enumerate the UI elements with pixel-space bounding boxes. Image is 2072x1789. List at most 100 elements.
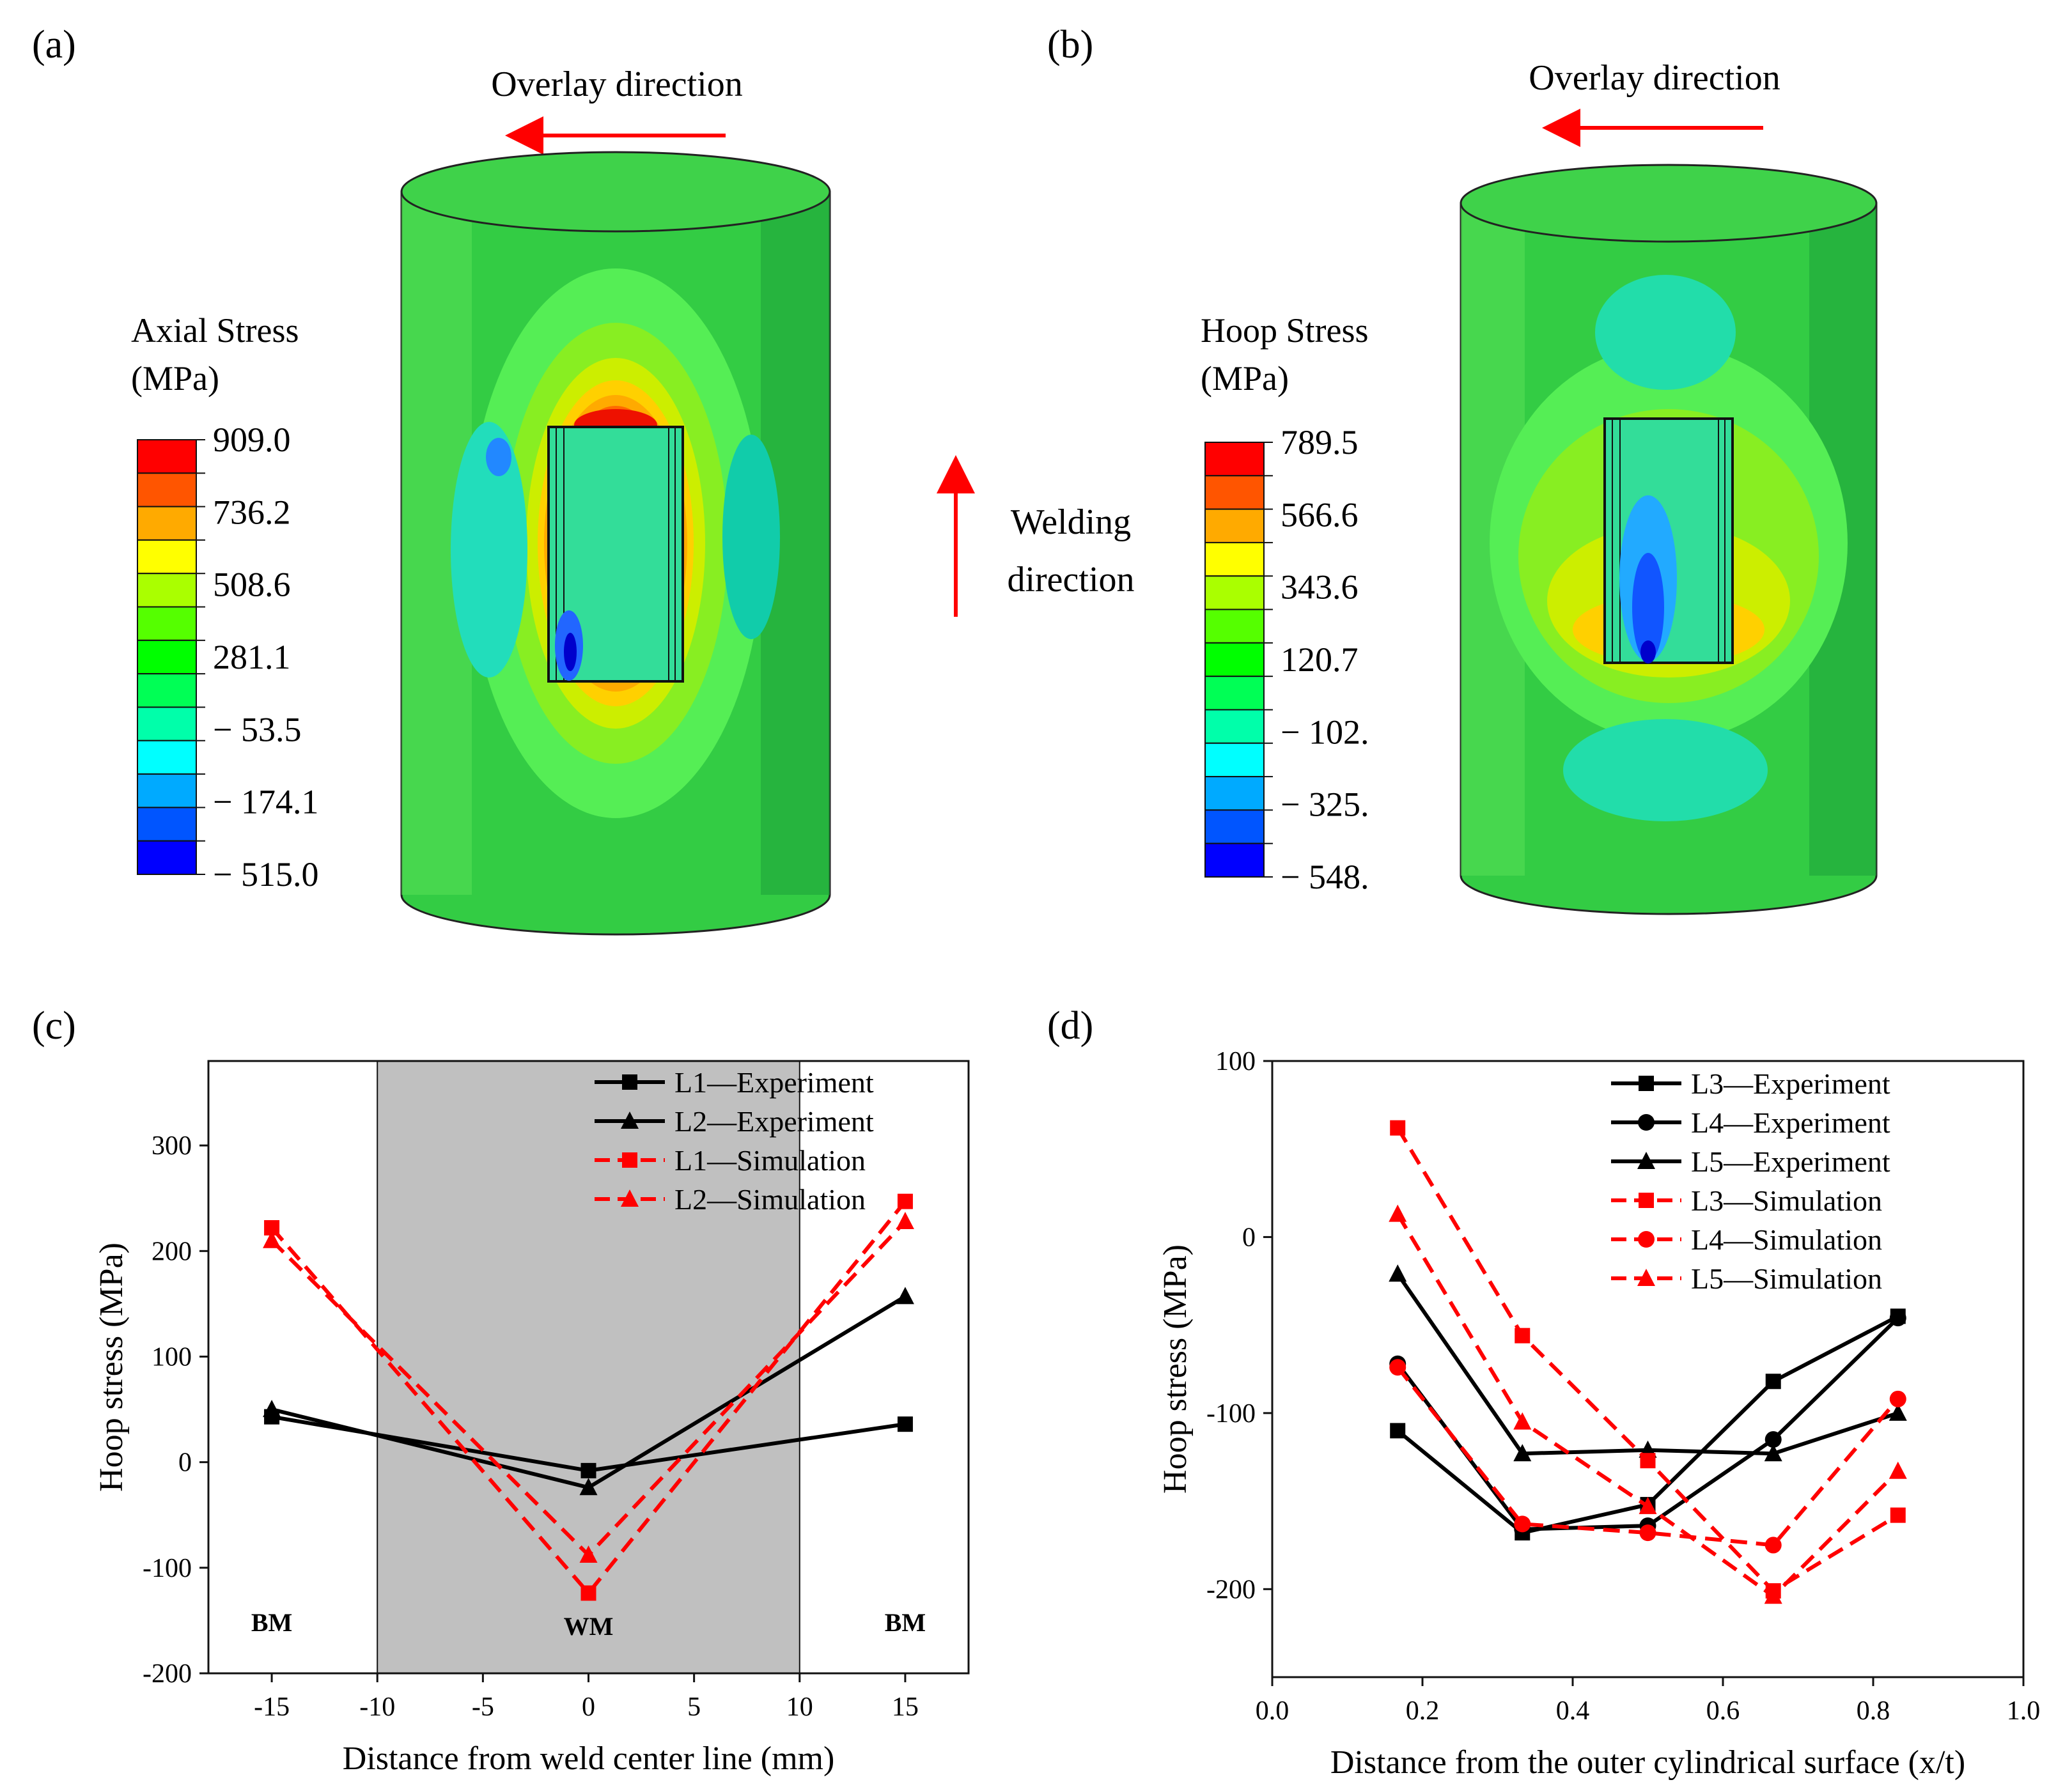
legend-b-color-band-8 xyxy=(1204,709,1265,744)
chart-d-xtick-label-4: 0.8 xyxy=(1857,1696,1890,1726)
chart-d-point-4-4 xyxy=(1889,1390,1906,1407)
legend-a-color-band-0 xyxy=(137,439,197,474)
legend-b-legend-value-1: 566.6 xyxy=(1281,495,1359,534)
chart-d-legend-label-5: L5—Simulation xyxy=(1691,1262,1882,1295)
chart-d-point-1-3 xyxy=(1764,1431,1782,1448)
panel-a: (a) Overlay direction Axial Stress (MPa)… xyxy=(32,23,1135,936)
chart-d: 0.0 0.2 0.4 0.6 0.8 1.0 -200 -100 0 100 Distance f… xyxy=(1157,1047,2040,1781)
panel-d-label: (d) xyxy=(1047,1004,1093,1048)
legend-title-a-line1: Axial Stress xyxy=(131,311,299,350)
chart-c-legend-marker-0 xyxy=(622,1074,637,1090)
chart-d-series-line-2 xyxy=(1396,1273,1899,1456)
panel-b: (b) Overlay direction Hoop Stress (MPa) … xyxy=(1047,23,1878,915)
panel-c: (c) -15 -10 -5 0 5 10 15 -200 -100 0 100 200 300 Dist… xyxy=(32,1004,970,1777)
chart-d-xtick-label-1: 0.2 xyxy=(1406,1696,1440,1726)
chart-c-legend-marker-2 xyxy=(622,1152,637,1168)
contour-legend-b: 789.5 566.6 343.6 120.7 − 102. − 325. − 548. xyxy=(1204,423,1369,896)
legend-a-color-band-1 xyxy=(137,472,197,507)
legend-b-color-band-10 xyxy=(1204,776,1265,811)
chart-d-xtick-label-5: 1.0 xyxy=(2007,1696,2041,1726)
legend-a-legend-value-0: 909.0 xyxy=(213,421,291,459)
chart-d-yaxis-title: Hoop stress (MPa) xyxy=(1157,1244,1194,1494)
legend-a-color-band-12 xyxy=(137,840,197,875)
chart-d-point-2-4 xyxy=(1889,1403,1907,1421)
chart-c-point-3-0 xyxy=(263,1230,281,1248)
chart-d-plot-frame xyxy=(1271,1060,2025,1678)
chart-c-ytick-label-5: 300 xyxy=(152,1131,192,1161)
legend-a-color-band-6 xyxy=(137,639,197,675)
chart-c-point-1-0 xyxy=(263,1400,281,1418)
chart-c-legend-marker-1 xyxy=(621,1111,639,1129)
legend-b-color-band-5 xyxy=(1204,608,1265,644)
legend-b-color-band-7 xyxy=(1204,676,1265,711)
chart-d-point-4-0 xyxy=(1389,1359,1406,1376)
chart-d-point-0-0 xyxy=(1390,1423,1406,1439)
chart-c-point-3-2 xyxy=(896,1212,914,1230)
stress-cylinder-b xyxy=(1460,164,1878,915)
legend-a-color-band-5 xyxy=(137,606,197,641)
legend-b-legend-value-2: 343.6 xyxy=(1281,568,1359,607)
chart-d-point-5-3 xyxy=(1764,1586,1782,1604)
chart-d-legend-marker-3 xyxy=(1639,1193,1654,1208)
legend-title-a-line2: (MPa) xyxy=(131,359,219,398)
chart-c: -15 -10 -5 0 5 10 15 -200 -100 0 100 200 300 Distance… xyxy=(93,1060,970,1777)
legend-b-color-band-11 xyxy=(1204,809,1265,844)
chart-d-xaxis-title: Distance from the outer cylindrical surf… xyxy=(1330,1744,1965,1781)
legend-title-b-line1: Hoop Stress xyxy=(1201,311,1369,350)
chart-d-ytick-label-2: 0 xyxy=(1242,1223,1256,1252)
chart-c-point-1-1 xyxy=(579,1478,598,1496)
chart-c-yaxis-title: Hoop stress (MPa) xyxy=(93,1243,130,1492)
legend-a-color-band-11 xyxy=(137,807,197,842)
chart-d-point-0-3 xyxy=(1765,1374,1781,1390)
chart-d-point-5-1 xyxy=(1513,1412,1532,1430)
chart-c-point-0-2 xyxy=(897,1416,913,1432)
chart-d-legend-label-0: L3—Experiment xyxy=(1691,1067,1890,1100)
chart-c-xtick-label-0: -15 xyxy=(254,1692,290,1722)
legend-a-color-band-2 xyxy=(137,506,197,541)
legend-a-color-band-8 xyxy=(137,706,197,741)
chart-c-point-3-1 xyxy=(579,1545,598,1563)
chart-d-xtick-label-2: 0.4 xyxy=(1556,1696,1590,1726)
chart-c-ytick-label-2: 0 xyxy=(178,1448,192,1478)
chart-d-point-2-0 xyxy=(1389,1264,1407,1282)
legend-b-legend-value-0: 789.5 xyxy=(1281,423,1359,461)
legend-a-color-band-7 xyxy=(137,673,197,708)
legend-a-legend-value-1: 736.2 xyxy=(213,493,291,531)
chart-d-point-3-4 xyxy=(1890,1507,1906,1523)
chart-d-legend-label-1: L4—Experiment xyxy=(1691,1106,1890,1139)
chart-d-ytick-label-3: 100 xyxy=(1215,1047,1256,1076)
legend-b-legend-value-3: 120.7 xyxy=(1281,640,1359,679)
chart-d-legend-marker-4 xyxy=(1638,1231,1655,1248)
legend-b-color-band-9 xyxy=(1204,742,1265,778)
chart-d-xtick-label-3: 0.6 xyxy=(1706,1696,1740,1726)
chart-c-point-0-1 xyxy=(580,1462,596,1478)
chart-c-ytick-label-4: 200 xyxy=(152,1237,192,1266)
legend-a-legend-value-6: − 515.0 xyxy=(213,855,318,894)
legend-b-legend-value-6: − 548. xyxy=(1281,858,1369,896)
legend-b-legend-value-5: − 325. xyxy=(1281,786,1369,824)
legend-a-legend-value-4: − 53.5 xyxy=(213,710,301,748)
chart-c-ytick-label-0: -200 xyxy=(143,1659,192,1689)
chart-c-legend-label-1: L2—Experiment xyxy=(674,1105,874,1138)
chart-c-xtick-label-3: 0 xyxy=(582,1692,595,1722)
legend-b-color-band-2 xyxy=(1204,508,1265,543)
legend-b-color-band-0 xyxy=(1204,442,1265,477)
legend-a-legend-value-5: − 174.1 xyxy=(213,783,318,821)
region-label-wm: WM xyxy=(564,1612,614,1641)
contour-legend-a: 909.0 736.2 508.6 281.1 − 53.5 − 174.1 − 515.0 xyxy=(137,421,318,894)
legend-a-legend-value-2: 508.6 xyxy=(213,566,291,604)
chart-d-legend-marker-0 xyxy=(1639,1076,1654,1091)
legend-b-legend-value-4: − 102. xyxy=(1281,713,1369,751)
region-label-bm-left: BM xyxy=(251,1608,292,1637)
chart-c-xtick-label-2: -5 xyxy=(472,1692,494,1722)
legend-b-color-band-4 xyxy=(1204,575,1265,610)
chart-d-ytick-label-0: -200 xyxy=(1206,1575,1256,1604)
chart-c-point-2-2 xyxy=(897,1193,913,1209)
chart-d-point-3-0 xyxy=(1390,1120,1406,1136)
welding-direction-label-2: direction xyxy=(1007,560,1134,600)
chart-c-ytick-label-1: -100 xyxy=(143,1554,192,1583)
panel-b-label: (b) xyxy=(1047,23,1093,66)
chart-c-legend-label-2: L1—Simulation xyxy=(674,1144,866,1177)
panel-d: (d) 0.0 0.2 0.4 0.6 0.8 1.0 -200 -100 0 100 Distan… xyxy=(1047,1004,2040,1781)
legend-b-color-band-3 xyxy=(1204,541,1265,577)
